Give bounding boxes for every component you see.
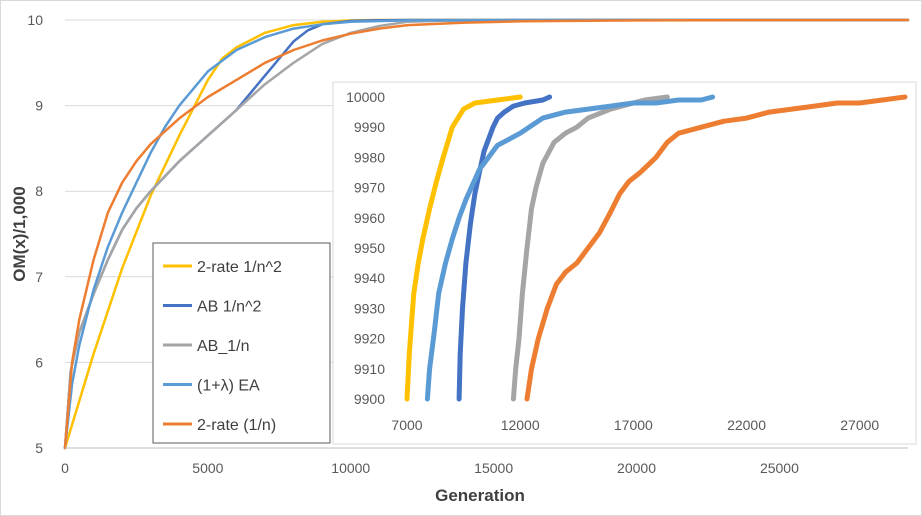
inset-y-tick-9990: 9990 bbox=[354, 119, 385, 135]
main-y-tick-7: 7 bbox=[35, 269, 43, 285]
inset-y-tick-9980: 9980 bbox=[354, 149, 385, 165]
main-x-tick-labels: 0 5000 10000 15000 20000 25000 bbox=[61, 460, 799, 476]
x-axis-title: Generation bbox=[435, 486, 525, 505]
legend-box bbox=[152, 242, 331, 444]
main-y-tick-5: 5 bbox=[35, 440, 43, 456]
y-axis-title: OM(x)/1,000 bbox=[10, 186, 29, 281]
inset-x-tick-17000: 17000 bbox=[614, 417, 653, 433]
inset-x-tick-27000: 27000 bbox=[840, 417, 879, 433]
main-series-2-rate-1-n bbox=[63, 18, 910, 450]
legend: 2-rate 1/n^2 AB 1/n^2 AB_1/n (1+λ) EA 2-rate… bbox=[152, 242, 331, 444]
main-y-tick-6: 6 bbox=[35, 354, 43, 370]
inset-x-tick-labels: 7000 12000 17000 22000 27000 bbox=[391, 417, 879, 433]
main-x-tick-20000: 20000 bbox=[617, 460, 656, 476]
main-x-tick-0: 0 bbox=[61, 460, 69, 476]
inset-series-2-rate-1-n bbox=[524, 94, 908, 402]
main-x-tick-15000: 15000 bbox=[474, 460, 513, 476]
main-series-1-ea bbox=[63, 18, 910, 450]
inset-x-tick-7000: 7000 bbox=[391, 417, 422, 433]
main-series-group bbox=[63, 18, 910, 450]
inset-y-tick-labels: 10000 9990 9980 9970 9960 9950 9940 9930 9920 991… bbox=[346, 89, 385, 407]
main-x-tick-25000: 25000 bbox=[760, 460, 799, 476]
inset-series-1-ea bbox=[424, 94, 716, 402]
main-series-ab-1-n bbox=[63, 18, 910, 450]
main-y-tick-9: 9 bbox=[35, 98, 43, 114]
inset-y-tick-9950: 9950 bbox=[354, 240, 385, 256]
inset-y-tick-9900: 9900 bbox=[354, 391, 385, 407]
inset-series-group bbox=[404, 94, 908, 402]
inset-y-tick-9960: 9960 bbox=[354, 210, 385, 226]
inset-y-tick-9910: 9910 bbox=[354, 361, 385, 377]
inset-series-ab-1-n bbox=[510, 94, 670, 402]
inset-chart: 10000 9990 9980 9970 9960 9950 9940 9930 9920 991… bbox=[332, 81, 917, 445]
legend-label-ab-1-n-2: AB 1/n^2 bbox=[197, 299, 262, 316]
inset-series-2-rate-1-n-2 bbox=[404, 94, 523, 402]
inset-x-tick-12000: 12000 bbox=[501, 417, 540, 433]
main-y-tick-10: 10 bbox=[27, 12, 43, 28]
legend-label-2-rate-1-n-2: 2-rate 1/n^2 bbox=[197, 259, 282, 276]
main-x-tick-5000: 5000 bbox=[192, 460, 223, 476]
inset-y-tick-9940: 9940 bbox=[354, 270, 385, 286]
inset-y-tick-10000: 10000 bbox=[346, 89, 385, 105]
inset-y-tick-9920: 9920 bbox=[354, 331, 385, 347]
legend-label-ab-1-n: AB_1/n bbox=[197, 338, 249, 355]
legend-label-1-ea: (1+λ) EA bbox=[197, 378, 260, 395]
main-y-tick-labels: 5 6 7 8 9 10 bbox=[27, 12, 43, 456]
main-y-tick-8: 8 bbox=[35, 183, 43, 199]
inset-x-tick-22000: 22000 bbox=[727, 417, 766, 433]
inset-series-ab-1-n-2 bbox=[456, 94, 553, 402]
inset-y-tick-9930: 9930 bbox=[354, 300, 385, 316]
main-x-tick-10000: 10000 bbox=[331, 460, 370, 476]
inset-y-tick-9970: 9970 bbox=[354, 180, 385, 196]
legend-label-2-rate-1-n: 2-rate (1/n) bbox=[197, 417, 276, 434]
